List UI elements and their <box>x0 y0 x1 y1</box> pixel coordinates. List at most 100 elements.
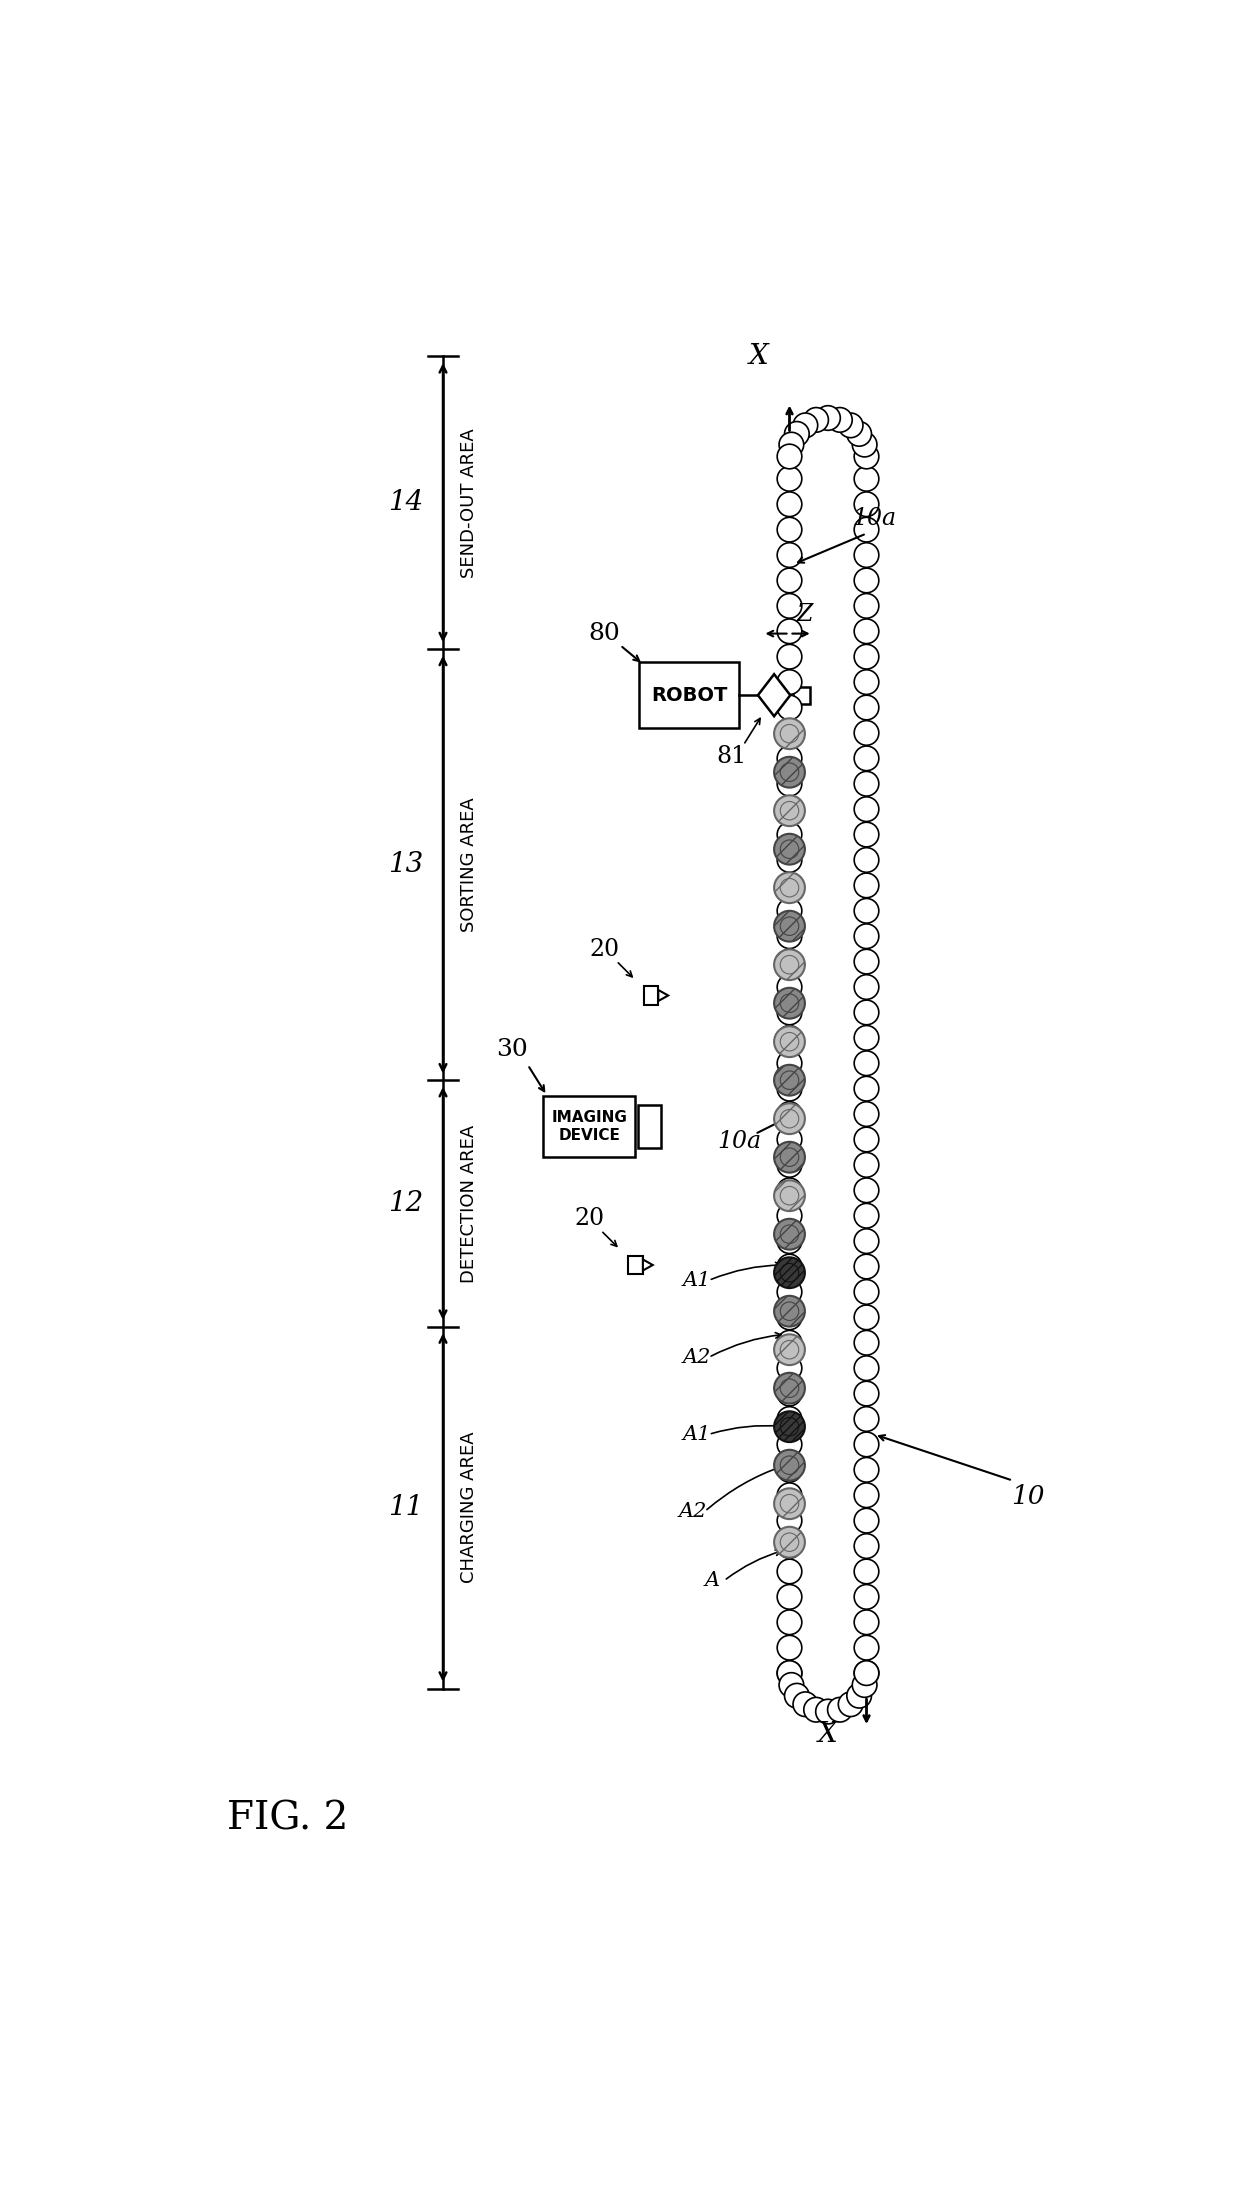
Text: IMAGING: IMAGING <box>552 1109 627 1124</box>
Text: FIG. 2: FIG. 2 <box>227 1802 348 1837</box>
Text: A: A <box>704 1571 720 1591</box>
Circle shape <box>854 1153 879 1177</box>
Ellipse shape <box>774 950 805 981</box>
Circle shape <box>854 1406 879 1432</box>
FancyBboxPatch shape <box>640 662 739 728</box>
Circle shape <box>854 746 879 770</box>
Circle shape <box>854 669 879 695</box>
Circle shape <box>794 414 817 438</box>
Circle shape <box>854 568 879 592</box>
Polygon shape <box>758 673 790 717</box>
Text: X: X <box>749 343 769 370</box>
Circle shape <box>777 1177 802 1203</box>
Circle shape <box>852 431 877 458</box>
Circle shape <box>777 1230 802 1254</box>
Circle shape <box>838 1692 863 1716</box>
Circle shape <box>785 1683 810 1707</box>
Circle shape <box>847 1683 872 1707</box>
Text: CHARGING AREA: CHARGING AREA <box>460 1432 477 1584</box>
Circle shape <box>777 543 802 568</box>
Circle shape <box>777 1355 802 1382</box>
Circle shape <box>854 1456 879 1483</box>
Ellipse shape <box>774 834 805 865</box>
Circle shape <box>777 1305 802 1329</box>
Circle shape <box>777 1254 802 1278</box>
Circle shape <box>785 422 810 447</box>
Circle shape <box>777 1331 802 1355</box>
FancyBboxPatch shape <box>629 1256 642 1274</box>
Circle shape <box>854 1560 879 1584</box>
Ellipse shape <box>774 1219 805 1250</box>
FancyBboxPatch shape <box>794 686 810 704</box>
Circle shape <box>854 1661 879 1685</box>
Circle shape <box>854 695 879 719</box>
Circle shape <box>777 1280 802 1305</box>
Circle shape <box>794 1692 817 1716</box>
FancyBboxPatch shape <box>644 986 658 1005</box>
Ellipse shape <box>774 1373 805 1404</box>
Circle shape <box>854 1001 879 1025</box>
Circle shape <box>854 493 879 517</box>
Circle shape <box>854 847 879 873</box>
Circle shape <box>777 823 802 847</box>
Circle shape <box>779 431 804 458</box>
Circle shape <box>777 873 802 898</box>
Circle shape <box>777 444 802 469</box>
Circle shape <box>816 1698 841 1725</box>
Circle shape <box>854 1102 879 1126</box>
Circle shape <box>777 1635 802 1661</box>
Circle shape <box>854 1509 879 1533</box>
Text: X: X <box>818 1720 838 1749</box>
Ellipse shape <box>774 1179 805 1210</box>
Circle shape <box>854 1203 879 1228</box>
Text: A2: A2 <box>683 1349 712 1366</box>
Circle shape <box>777 1052 802 1076</box>
Circle shape <box>854 618 879 645</box>
Ellipse shape <box>774 1412 805 1443</box>
Circle shape <box>854 543 879 568</box>
Ellipse shape <box>774 1065 805 1096</box>
Circle shape <box>777 645 802 669</box>
Circle shape <box>854 1432 879 1456</box>
Circle shape <box>777 950 802 975</box>
Circle shape <box>777 1001 802 1025</box>
Circle shape <box>854 517 879 541</box>
Text: ROBOT: ROBOT <box>651 686 728 704</box>
Circle shape <box>777 722 802 746</box>
Circle shape <box>777 517 802 541</box>
Circle shape <box>777 1382 802 1406</box>
Text: 10a: 10a <box>718 1131 761 1153</box>
Circle shape <box>777 1483 802 1507</box>
Circle shape <box>854 1052 879 1076</box>
Text: SORTING AREA: SORTING AREA <box>460 796 477 933</box>
Ellipse shape <box>774 1333 805 1364</box>
Text: 20: 20 <box>574 1208 604 1230</box>
Polygon shape <box>658 990 668 1001</box>
Text: 80: 80 <box>589 623 620 645</box>
Circle shape <box>777 618 802 645</box>
Circle shape <box>854 1254 879 1278</box>
Circle shape <box>854 975 879 999</box>
Circle shape <box>854 1635 879 1661</box>
Circle shape <box>854 796 879 821</box>
Text: 20: 20 <box>590 937 620 961</box>
Circle shape <box>854 823 879 847</box>
Text: 81: 81 <box>717 746 746 768</box>
Circle shape <box>854 466 879 491</box>
Circle shape <box>854 772 879 796</box>
Circle shape <box>854 1126 879 1153</box>
Circle shape <box>838 414 863 438</box>
Text: A1: A1 <box>683 1426 712 1443</box>
Ellipse shape <box>774 1296 805 1327</box>
Circle shape <box>854 1661 879 1685</box>
Circle shape <box>777 1560 802 1584</box>
Circle shape <box>777 796 802 821</box>
Circle shape <box>777 772 802 796</box>
Circle shape <box>777 669 802 695</box>
Circle shape <box>777 847 802 873</box>
Circle shape <box>854 1610 879 1635</box>
Circle shape <box>854 1331 879 1355</box>
Circle shape <box>777 1153 802 1177</box>
Text: Z: Z <box>797 603 813 625</box>
Circle shape <box>854 1533 879 1558</box>
